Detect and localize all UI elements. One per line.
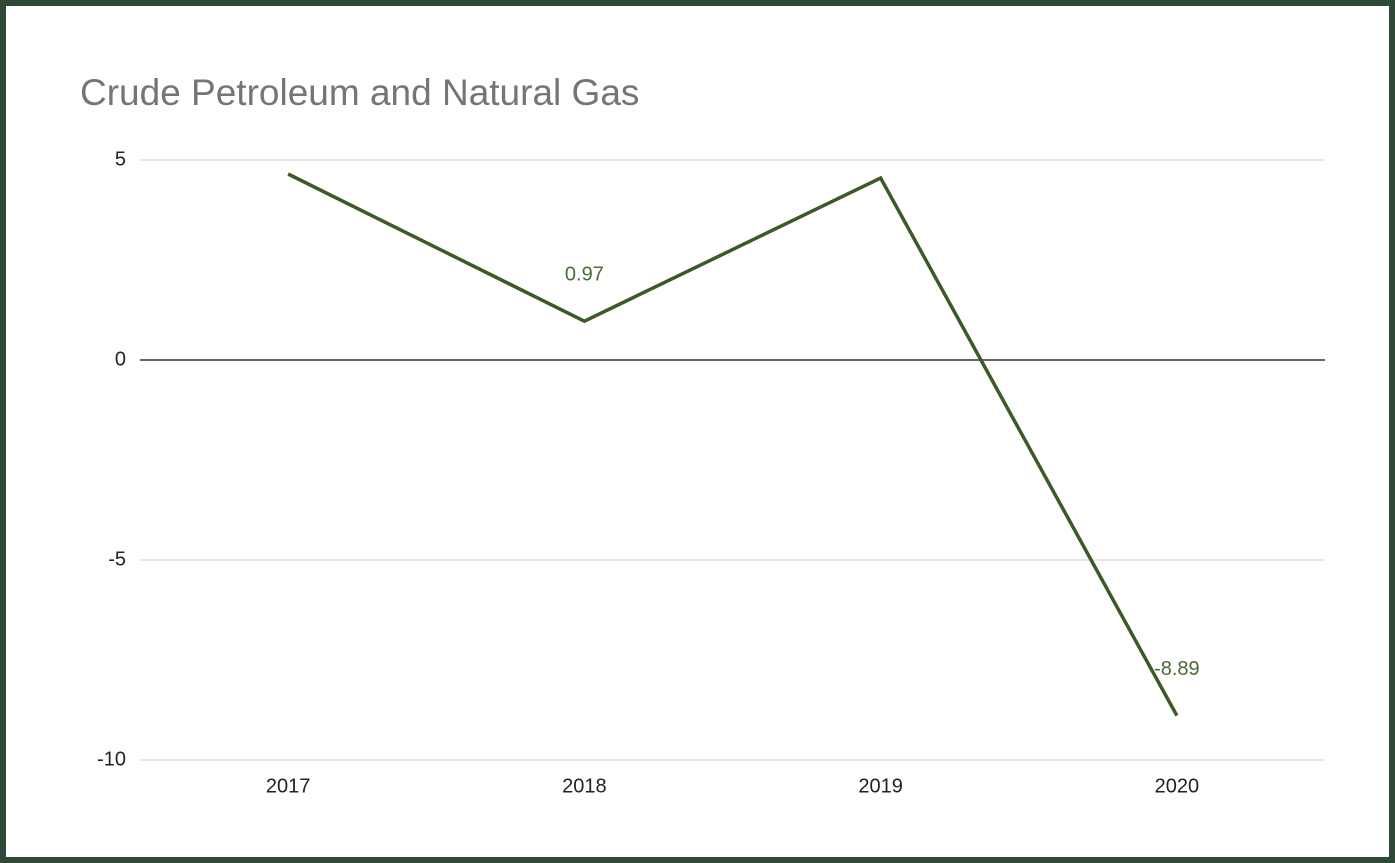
x-tick-label: 2017 <box>266 775 311 797</box>
line <box>287 172 1179 717</box>
x-tick-label: 2018 <box>562 775 607 797</box>
chart-title: Crude Petroleum and Natural Gas <box>80 72 639 113</box>
y-tick-label: 5 <box>115 148 126 170</box>
y-tick-label: -5 <box>108 548 126 570</box>
x-tick-label: 2020 <box>1155 775 1200 797</box>
y-tick-label: -10 <box>97 748 126 770</box>
x-tick-label: 2019 <box>858 775 903 797</box>
data-label: 0.97 <box>565 263 604 285</box>
data-label: -8.89 <box>1154 658 1200 680</box>
y-tick-label: 0 <box>115 348 126 370</box>
